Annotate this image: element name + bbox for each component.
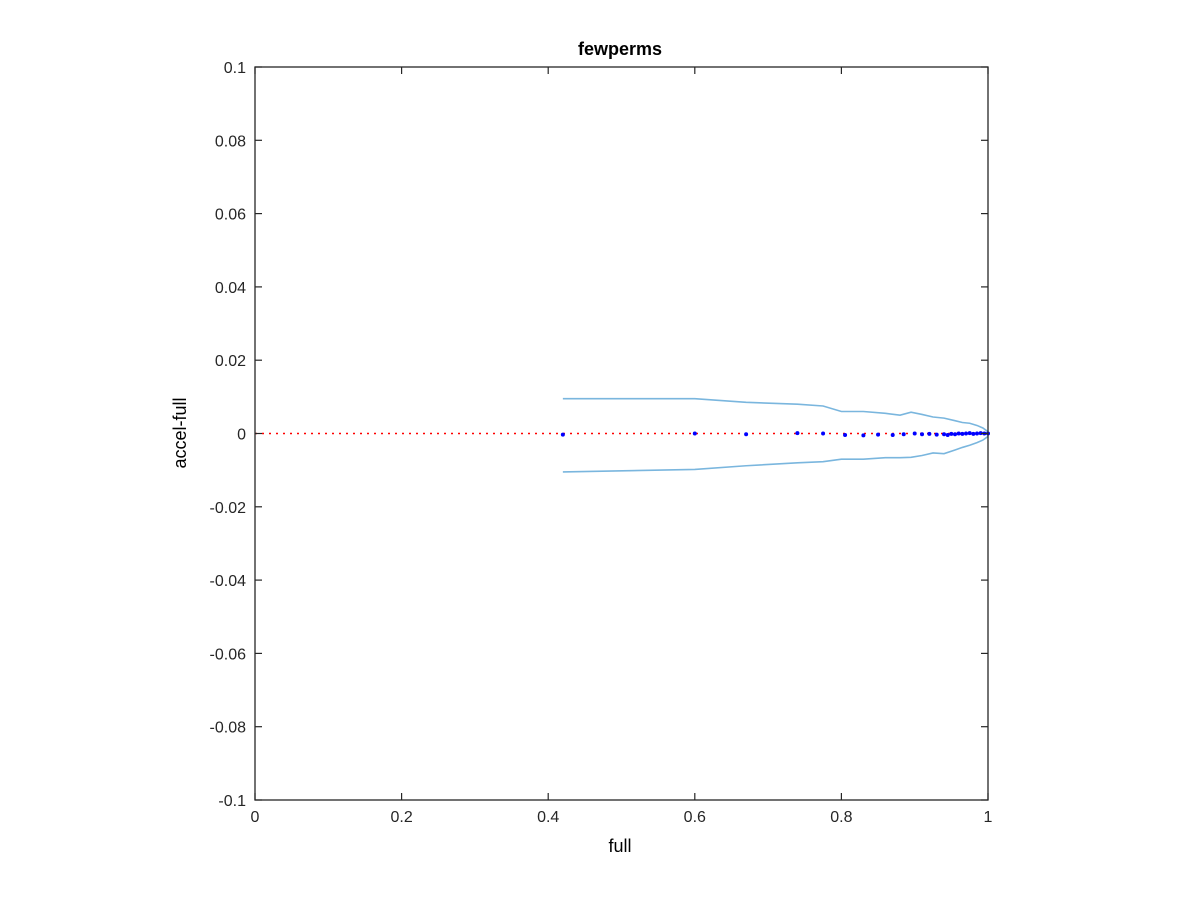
- data-point: [967, 431, 972, 436]
- y-tick-label: 0: [237, 427, 246, 444]
- data-point: [861, 433, 866, 438]
- data-points: [560, 431, 990, 438]
- data-point: [795, 431, 800, 436]
- y-tick-label: -0.02: [210, 500, 247, 517]
- data-point: [949, 431, 954, 436]
- data-point: [821, 431, 826, 436]
- y-tick-label: 0.08: [215, 133, 246, 150]
- x-axis-label: full: [608, 836, 631, 856]
- y-tick-label: -0.08: [210, 720, 247, 737]
- data-point: [953, 432, 958, 437]
- y-axis-label: accel-full: [170, 397, 190, 468]
- data-point: [843, 432, 848, 437]
- x-tick-label: 0: [251, 809, 260, 826]
- data-point: [978, 431, 983, 436]
- y-tick-label: 0.1: [224, 60, 246, 77]
- data-point: [945, 432, 950, 437]
- x-tick-label: 0.4: [537, 809, 559, 826]
- data-point: [942, 432, 947, 437]
- data-point: [964, 431, 969, 436]
- x-tick-label: 1: [984, 809, 993, 826]
- plot-area: 0 0.2 0.4 0.6 0.8 1 -0.1 -0.08 -0.06 -0.04 -0.02 0 0…: [210, 60, 993, 826]
- data-point: [971, 431, 976, 436]
- data-point: [927, 431, 932, 436]
- lower-bound-line: [562, 435, 989, 473]
- x-tick-label: 0.8: [830, 809, 852, 826]
- y-tick-label: -0.04: [210, 573, 247, 590]
- data-point: [890, 432, 895, 437]
- y-tick-label: -0.06: [210, 646, 247, 663]
- y-tick-label: -0.1: [218, 793, 246, 810]
- data-point: [934, 432, 939, 437]
- chart-title: fewperms: [578, 39, 662, 59]
- y-tick-label: 0.02: [215, 353, 246, 370]
- data-point: [876, 432, 881, 437]
- data-point: [901, 432, 906, 437]
- data-point: [560, 432, 565, 437]
- data-point: [920, 432, 925, 437]
- data-point: [975, 431, 980, 436]
- x-tick-label: 0.6: [684, 809, 706, 826]
- data-point: [956, 431, 961, 436]
- y-tick-label: 0.06: [215, 207, 246, 224]
- data-point: [692, 431, 697, 436]
- data-point: [744, 432, 749, 437]
- upper-bound-line: [562, 397, 989, 433]
- data-point: [912, 431, 917, 436]
- x-tick-label: 0.2: [390, 809, 412, 826]
- data-point: [960, 431, 965, 436]
- y-tick-label: 0.04: [215, 280, 246, 297]
